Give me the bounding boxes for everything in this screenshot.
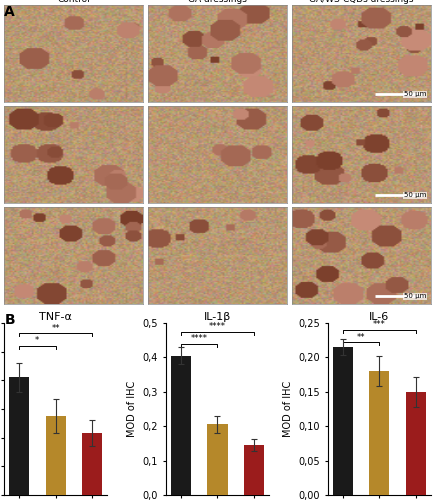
Text: 50 μm: 50 μm: [403, 92, 425, 98]
Text: **: **: [356, 333, 365, 342]
Bar: [405, 392, 425, 495]
Title: GA dressings: GA dressings: [187, 0, 247, 4]
Text: ****: ****: [190, 334, 207, 343]
Text: A: A: [4, 5, 15, 19]
Title: IL-1β: IL-1β: [204, 312, 230, 322]
Text: **: **: [51, 324, 60, 332]
Bar: [9, 378, 29, 495]
Bar: [46, 416, 66, 495]
Title: IL-6: IL-6: [368, 312, 388, 322]
Bar: [332, 347, 352, 495]
Bar: [207, 424, 227, 495]
Text: 50 μm: 50 μm: [403, 294, 425, 300]
Y-axis label: MOD of IHC: MOD of IHC: [282, 381, 292, 437]
Y-axis label: MOD of IHC: MOD of IHC: [127, 381, 137, 437]
Title: Control: Control: [57, 0, 90, 4]
Bar: [368, 371, 388, 495]
Text: *: *: [35, 336, 39, 345]
Bar: [243, 445, 263, 495]
Text: B: B: [4, 312, 15, 326]
Title: TNF-α: TNF-α: [39, 312, 72, 322]
Bar: [171, 356, 191, 495]
Text: 50 μm: 50 μm: [403, 192, 425, 198]
Text: ***: ***: [372, 320, 385, 330]
Title: GA/WS-CQDs dressings: GA/WS-CQDs dressings: [309, 0, 413, 4]
Text: ****: ****: [208, 322, 226, 331]
Bar: [82, 434, 102, 495]
